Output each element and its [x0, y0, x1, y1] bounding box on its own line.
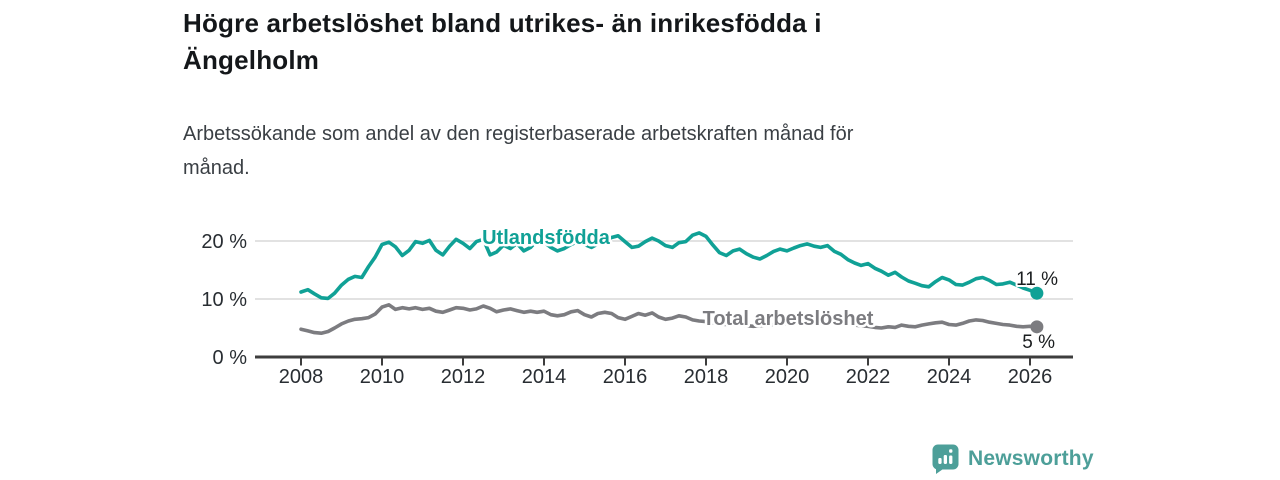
- plot-area: 0 % 10 % 20 % 2008 2010 2012 2014 2016 2018 2020 2…: [201, 231, 1073, 388]
- y-tick-label: 0 %: [213, 347, 248, 369]
- y-tick-label: 10 %: [201, 289, 247, 311]
- page-title: Högre arbetslöshet bland utrikes- än inr…: [183, 5, 1003, 79]
- x-tick-label: 2014: [522, 366, 567, 388]
- y-tick-label: 20 %: [201, 231, 247, 253]
- end-value-label-total: 5 %: [1022, 332, 1055, 353]
- x-tick-label: 2016: [603, 366, 648, 388]
- series-line-utlandsfodda: [299, 231, 1039, 301]
- x-tick-label: 2018: [684, 366, 729, 388]
- series-end-dot: [1030, 320, 1044, 334]
- x-tick-label: 2020: [765, 366, 810, 388]
- series-label-total-arbetsloshet: Total arbetslöshet: [703, 308, 874, 330]
- subtitle-line-2: månad.: [183, 157, 250, 179]
- subtitle-line-1: Arbetssökande som andel av den registerb…: [183, 123, 854, 145]
- x-tick-label: 2010: [360, 366, 405, 388]
- x-tick-label: 2012: [441, 366, 486, 388]
- series-line-total: [299, 302, 1039, 336]
- end-value-label-utlandsfodda: 11 %: [1016, 269, 1058, 290]
- x-tick-label: 2022: [846, 366, 891, 388]
- x-tick-label: 2008: [279, 366, 324, 388]
- newsworthy-logo-icon: [932, 444, 959, 474]
- x-tick-label: 2024: [927, 366, 972, 388]
- chart-subtitle: Arbetssökande som andel av den registerb…: [183, 117, 1063, 185]
- chart-labels: Utlandsfödda Total arbetslöshet 11 % 5 %: [480, 225, 1060, 356]
- x-tick-label: 2026: [1008, 366, 1053, 388]
- title-line-1: Högre arbetslöshet bland utrikes- än inr…: [183, 8, 822, 38]
- title-line-2: Ängelholm: [183, 45, 320, 75]
- series-end-dot: [1030, 286, 1044, 300]
- series-label-utlandsfodda: Utlandsfödda: [482, 227, 611, 249]
- newsworthy-wordmark: Newsworthy: [968, 447, 1094, 470]
- newsworthy-logo[interactable]: Newsworthy: [932, 444, 1094, 474]
